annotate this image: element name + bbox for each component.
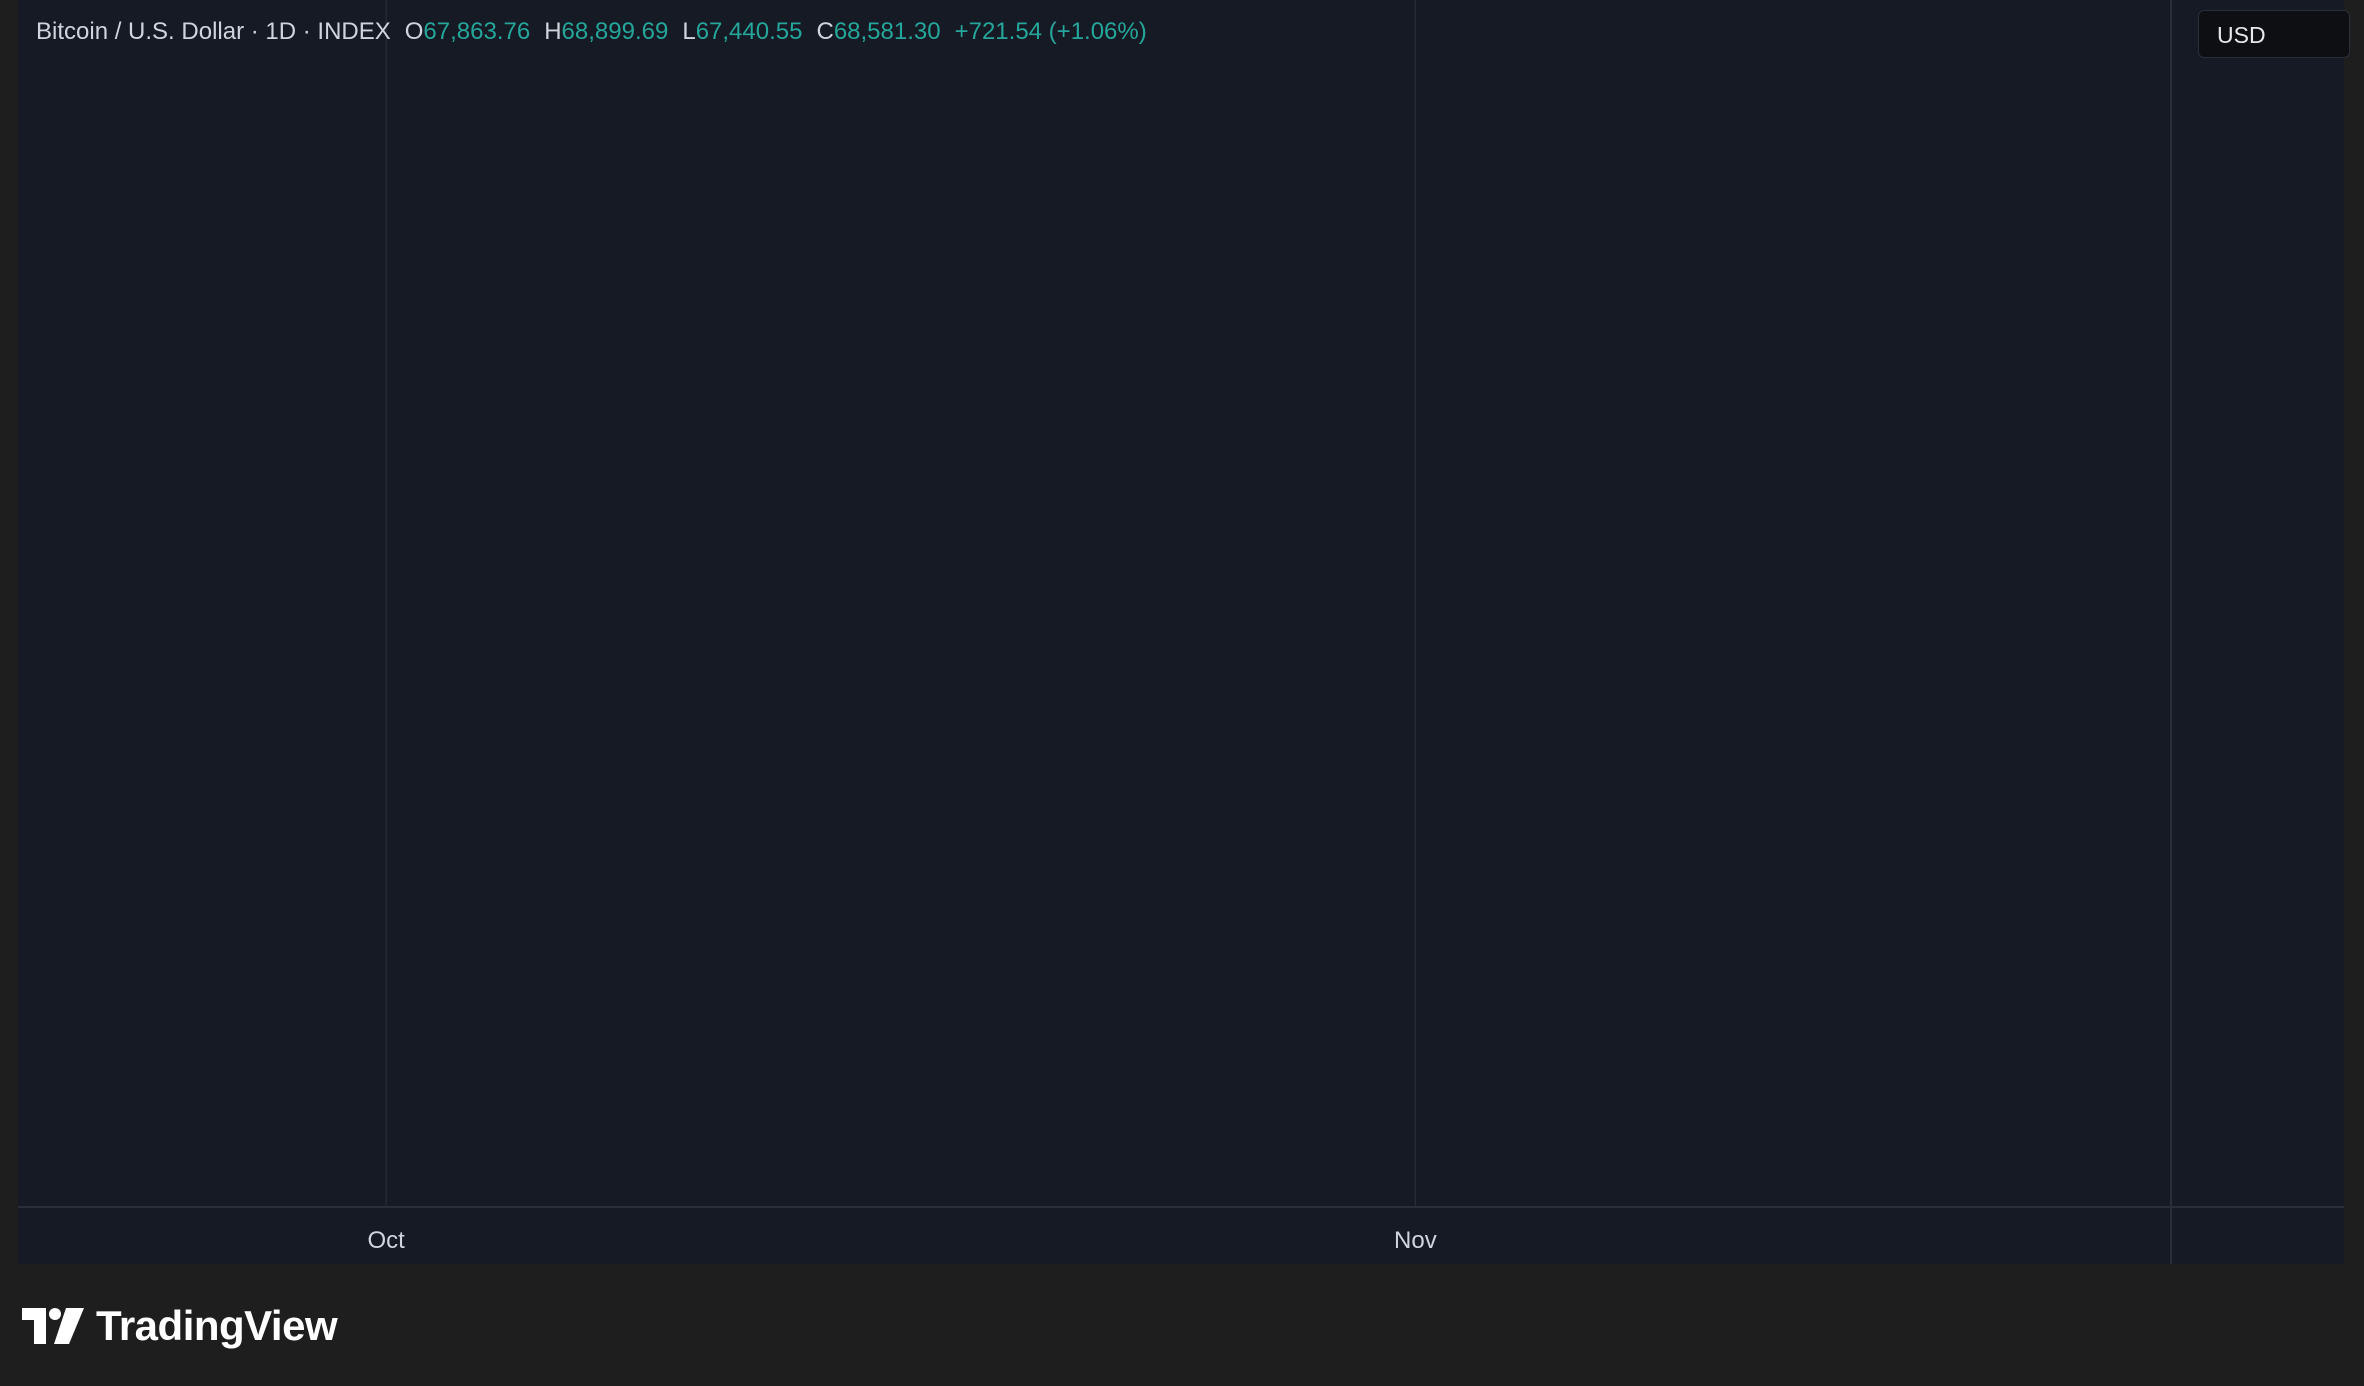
open-label: O: [404, 18, 424, 45]
high-value: 68,899.69: [561, 18, 669, 45]
close-label: C: [816, 18, 834, 45]
x-tick-label: Oct: [368, 1227, 406, 1254]
x-tick-label: Nov: [1394, 1227, 1437, 1254]
candlestick-chart[interactable]: BTCUSD68,581.3017:37:35 127,000.00119,00…: [18, 0, 2344, 1264]
tradingview-logo-icon: [22, 1308, 84, 1344]
symbol-title: Bitcoin / U.S. Dollar · 1D · INDEX: [36, 18, 391, 45]
ohlc-legend: Bitcoin / U.S. Dollar · 1D · INDEX O 67,8…: [36, 16, 1147, 48]
axes: 127,000.00119,000.00111,000.00103,000.00…: [18, 0, 2344, 1264]
grid-lines: [385, 0, 1417, 1207]
footer: [0, 1264, 2364, 1386]
tradingview-brand[interactable]: TradingView: [22, 1302, 338, 1350]
brand-name: TradingView: [96, 1302, 338, 1349]
chart-panel[interactable]: BTCUSD68,581.3017:37:35 127,000.00119,00…: [18, 0, 2350, 1264]
close-value: 68,581.30: [833, 18, 941, 45]
change-value: +721.54 (+1.06%): [954, 18, 1147, 45]
high-label: H: [544, 18, 562, 45]
low-value: 67,440.55: [695, 18, 803, 45]
open-value: 67,863.76: [423, 18, 531, 45]
currency-selector-button[interactable]: USD: [2198, 10, 2350, 58]
low-label: L: [682, 18, 696, 45]
